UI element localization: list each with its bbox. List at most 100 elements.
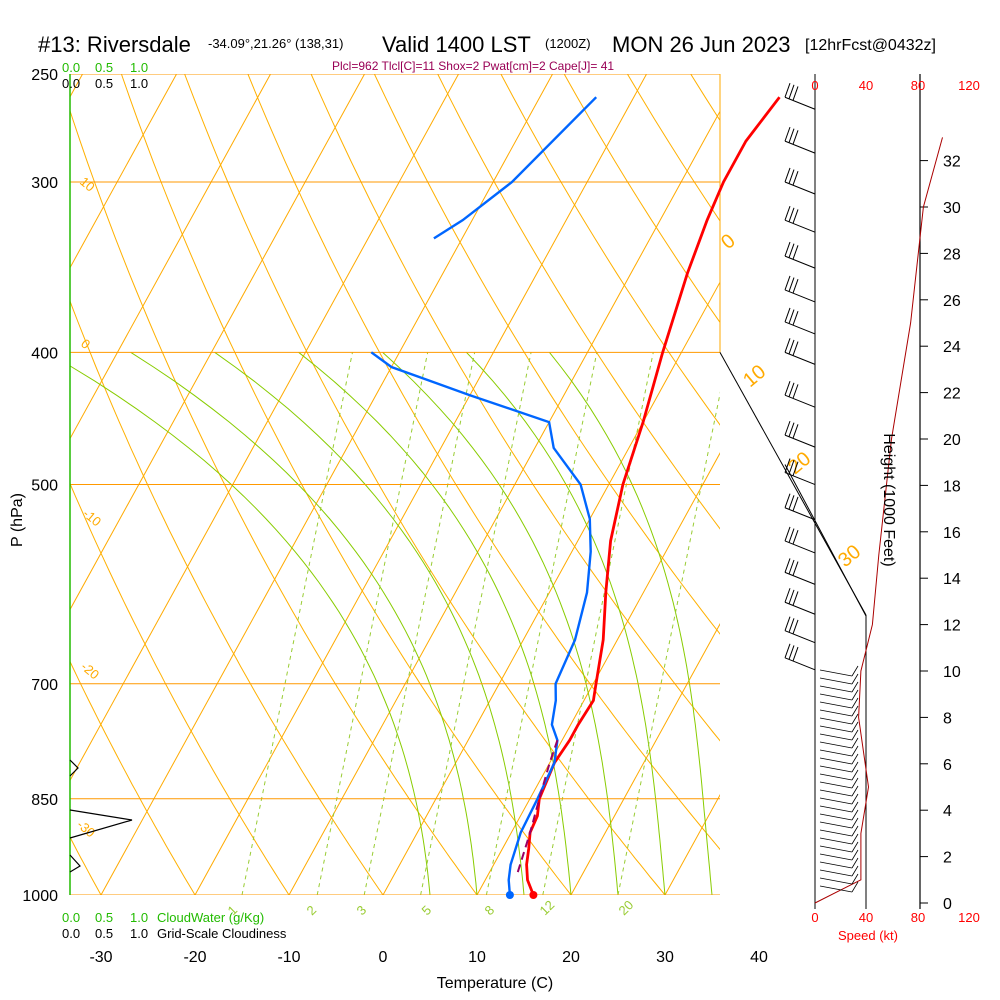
wind-barb-flag — [788, 645, 795, 660]
height-tick-label: 18 — [943, 478, 961, 495]
wind-barb-staff — [784, 657, 816, 671]
dry-adiabat-line — [70, 482, 290, 895]
wind-barb-low-flag — [851, 849, 859, 861]
wind-barb-low-flag — [851, 817, 859, 829]
wind-barb-low — [819, 725, 853, 733]
speed-tick-top: 120 — [958, 78, 980, 93]
wind-barb-flag — [784, 558, 791, 573]
height-tick-label: 14 — [943, 571, 961, 588]
wind-barb-low-flag — [851, 721, 859, 733]
wind-barb-flag — [792, 86, 799, 101]
t-tick-label: 40 — [750, 949, 768, 966]
wind-barb-low-flag — [851, 737, 859, 749]
wind-barb-flag — [792, 529, 799, 545]
height-tick-label: 10 — [943, 664, 961, 681]
height-tick-label: 30 — [943, 200, 961, 217]
height-tick-label: 16 — [943, 525, 961, 542]
p-tick-label: 850 — [31, 792, 58, 809]
wind-barb-staff — [784, 601, 816, 615]
cloudiness-low — [69, 759, 79, 777]
isotherm-label: -20 — [78, 659, 102, 683]
speed-tick-top: 40 — [859, 78, 873, 93]
wind-barb-flag — [784, 493, 791, 508]
wind-barb-flag — [792, 245, 799, 260]
wind-barb-flag — [784, 83, 791, 98]
wind-barb-low — [819, 685, 853, 693]
wind-barb-low-flag — [851, 857, 859, 869]
wind-barb-low — [819, 821, 853, 829]
wind-barb-staff — [784, 472, 816, 485]
wind-barb-low-flag — [851, 761, 859, 773]
wind-barb-low-flag — [851, 825, 859, 837]
wind-barb-flag — [788, 169, 795, 184]
height-tick-label: 0 — [943, 896, 952, 913]
wind-barb-low — [819, 845, 853, 853]
dry-adiabat-line — [70, 109, 478, 895]
wind-barb-staff — [784, 289, 816, 303]
wind-barb-flag — [792, 341, 799, 356]
wind-barb-low-flag — [851, 809, 859, 821]
wind-barb-low-flag — [851, 841, 859, 853]
wind-barb-low — [819, 797, 853, 805]
dry-adiabat-line — [754, 74, 1000, 895]
dry-adiabat-line — [184, 74, 666, 895]
mixing-ratio-label: 2 — [304, 902, 320, 918]
wind-barb-flag — [788, 128, 795, 143]
wind-barb-low-flag — [851, 881, 859, 893]
mixing-ratio-label: 20 — [616, 897, 637, 918]
speed-tick-bottom: 0 — [811, 910, 818, 925]
wind-barb-low-flag — [851, 833, 859, 845]
wind-barb-flag — [792, 424, 799, 439]
dry-adiabat-label: 10 — [739, 361, 770, 392]
surface-dewpoint-marker — [505, 891, 514, 899]
wind-barb-flag — [792, 130, 799, 145]
wind-barb-flag — [792, 461, 799, 476]
height-tick-label: 8 — [943, 710, 952, 727]
height-tick-label: 24 — [943, 339, 961, 356]
wind-barb-flag — [788, 559, 795, 575]
wind-barb-flag — [792, 209, 799, 224]
height-tick-label: 20 — [943, 432, 961, 449]
dry-adiabat-line — [70, 660, 196, 895]
wind-barb-low-flag — [851, 689, 859, 701]
p-tick-label: 300 — [31, 175, 58, 192]
wind-barb-flag — [784, 420, 791, 436]
wind-barb-staff — [784, 571, 816, 585]
isotherm-label: 10 — [77, 174, 98, 195]
t-tick-label: -20 — [183, 949, 206, 966]
mixing-ratio-line — [420, 352, 532, 895]
wind-barb-low — [819, 789, 853, 797]
mixing-ratio-label: 5 — [419, 902, 435, 918]
wind-barb-flag — [788, 422, 795, 437]
wind-barb-low — [819, 773, 853, 781]
wind-barb-staff — [784, 507, 816, 521]
wind-barb-low-flag — [851, 705, 859, 717]
wind-barb-flag — [784, 526, 791, 542]
mixing-ratio-label: 8 — [482, 902, 498, 918]
wind-barb-flag — [792, 646, 799, 662]
speed-tick-bottom: 80 — [911, 910, 925, 925]
dry-adiabat-line — [70, 299, 384, 895]
speed-tick-bottom: 40 — [859, 910, 873, 925]
wind-barb-flag — [784, 616, 791, 631]
dry-adiabat-label: 30 — [834, 541, 865, 572]
dry-adiabat-line — [563, 74, 720, 324]
wind-barb-flag — [784, 206, 791, 221]
wind-barb-flag — [792, 496, 799, 512]
wind-barb-low — [819, 829, 853, 837]
wind-barb-low — [819, 853, 853, 861]
speed-tick-bottom: 120 — [958, 910, 980, 925]
wind-barb-low — [819, 877, 853, 885]
moist-adiabat-line — [466, 351, 666, 895]
wind-barb-low — [819, 869, 853, 877]
wind-barb-staff — [784, 181, 816, 195]
dry-adiabat-line — [500, 74, 720, 426]
dry-adiabat-line — [437, 74, 720, 530]
wind-barb-flag — [792, 619, 799, 635]
p-tick-label: 700 — [31, 677, 58, 694]
isotherm-line — [70, 74, 271, 440]
speed-tick-top: 0 — [811, 78, 818, 93]
wind-barb-low — [819, 749, 853, 757]
mixing-ratio-line — [241, 352, 353, 895]
